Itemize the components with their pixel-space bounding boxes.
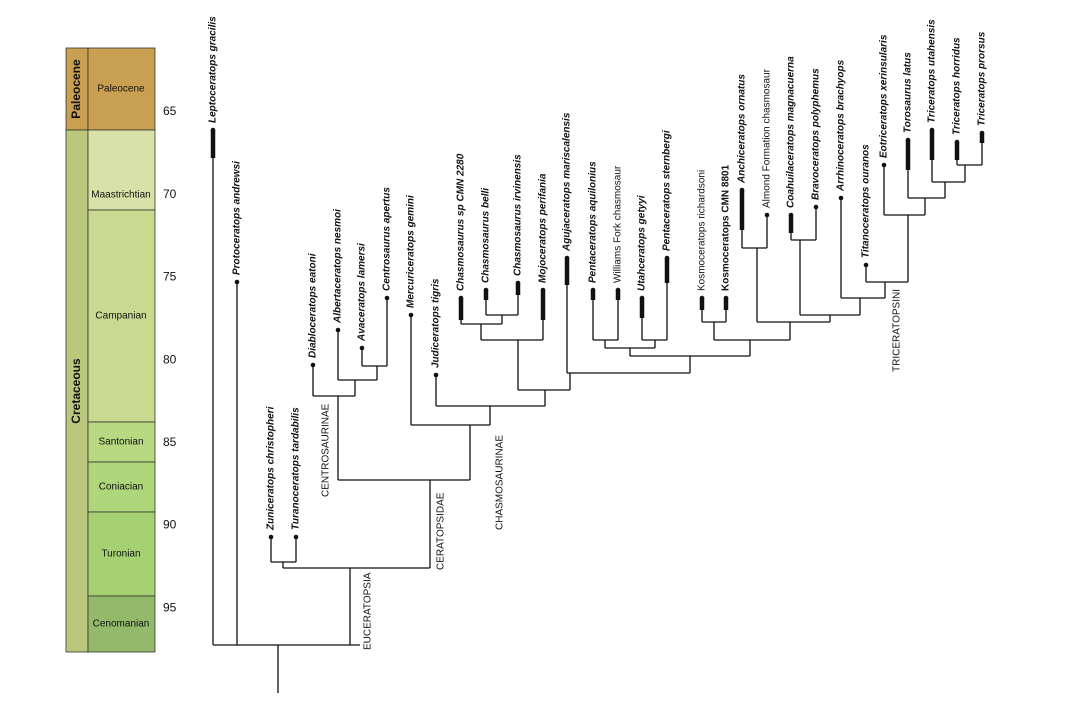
taxon-label: Titanoceratops ouranos xyxy=(861,144,872,258)
taxon-label: Chasmosaurus irvinensis xyxy=(513,154,524,276)
tip xyxy=(838,195,844,201)
tip xyxy=(699,295,705,301)
age-label: 80 xyxy=(163,352,177,366)
tip xyxy=(590,287,596,293)
clade-label: CENTROSAURINAE xyxy=(321,403,332,497)
taxon-label: Kosmoceratops richardsoni xyxy=(697,170,708,291)
tip xyxy=(739,187,745,193)
tip xyxy=(335,327,341,333)
taxon-label: Centrosaurus apertus xyxy=(382,187,393,291)
taxon-label: Coahuilaceratops magnacuerna xyxy=(786,56,797,208)
taxon-label: Leptoceratops gracilis xyxy=(208,16,219,123)
tip xyxy=(905,137,911,143)
age-label: 70 xyxy=(163,187,177,201)
taxon-label: Judiceratops tigris xyxy=(431,278,442,368)
taxon-label: Anchiceratops ornatus xyxy=(737,74,748,184)
taxon-label: Almond Formation chasmosaur xyxy=(762,68,773,208)
stage-label: Maastrichtian xyxy=(91,190,150,201)
tip xyxy=(268,534,274,540)
age-label: 95 xyxy=(163,600,177,614)
taxon-label: Eotriceratops xerinsularis xyxy=(879,34,890,158)
tip xyxy=(764,212,770,218)
tip xyxy=(881,162,887,168)
taxon-label: Mercuriceratops gemini xyxy=(406,195,417,308)
tip xyxy=(234,279,240,285)
tip xyxy=(540,287,546,293)
clade-label: EUCERATOPSIA xyxy=(363,572,374,650)
tip xyxy=(664,255,670,261)
age-label: 90 xyxy=(163,518,177,532)
taxon-label: Bravoceratops polyphemus xyxy=(811,68,822,200)
taxon-label: Utahceratops getyyi xyxy=(637,195,648,291)
stage-box xyxy=(87,461,156,513)
age-label: 85 xyxy=(163,435,177,449)
tip xyxy=(210,127,216,133)
taxon-label: Zuniceratops christopheri xyxy=(266,406,277,531)
taxon-label: Triceratops prorsus xyxy=(977,31,988,126)
taxon-label: Albertaceratops nesmoi xyxy=(333,209,344,324)
tip xyxy=(615,287,621,293)
period-label: Paleocene xyxy=(69,59,83,119)
tip xyxy=(863,262,869,268)
tip xyxy=(954,139,960,145)
stage-label: Turonian xyxy=(101,549,140,560)
period-label: Cretaceous xyxy=(69,358,83,424)
tip xyxy=(310,362,316,368)
taxon-label: Williams Fork chasmosaur xyxy=(613,165,624,283)
taxon-label: Chasmosaurus sp CMN 2280 xyxy=(456,153,467,291)
tip xyxy=(723,295,729,301)
stage-box xyxy=(87,511,156,597)
taxon-label: Triceratops horridus xyxy=(952,37,963,135)
stage-label: Paleocene xyxy=(97,84,145,95)
taxon-label: Chasmosaurus belli xyxy=(481,188,492,283)
tip xyxy=(929,127,935,133)
taxon-label: Avaceratops lamersi xyxy=(357,243,368,342)
stage-box xyxy=(87,421,156,463)
tip xyxy=(979,130,985,136)
clade-label: CHASMOSAURINAE xyxy=(495,435,506,530)
taxon-label: Protoceratops andrewsi xyxy=(232,161,243,275)
taxon-label: Pentaceratops sternbergi xyxy=(662,130,673,251)
taxon-label: Arrhinoceratops brachyops xyxy=(836,59,847,192)
tip xyxy=(788,212,794,218)
taxon-label: Kosmoceratops CMN 8801 xyxy=(721,164,732,291)
tip xyxy=(639,295,645,301)
stage-box xyxy=(87,209,156,423)
tip xyxy=(433,372,439,378)
tip xyxy=(483,287,489,293)
stage-label: Coniacian xyxy=(99,482,143,493)
tip xyxy=(408,312,414,318)
taxon-label: Mojoceratops perifania xyxy=(538,173,549,283)
taxon-label: Turanoceratops tardabilis xyxy=(291,407,302,530)
clade-label: TRICERATOPSINI xyxy=(892,289,903,372)
stage-box xyxy=(87,595,156,653)
stage-label: Campanian xyxy=(95,311,146,322)
taxon-label: Triceratops utahensis xyxy=(927,19,938,123)
tip xyxy=(293,534,299,540)
tip xyxy=(384,295,390,301)
stage-label: Santonian xyxy=(98,437,143,448)
tip xyxy=(458,295,464,301)
clade-label: CERATOPSIDAE xyxy=(436,492,447,570)
taxon-label: Torosaurus latus xyxy=(903,52,914,133)
age-label: 75 xyxy=(163,270,177,284)
taxon-label: Pentaceratops aquilonius xyxy=(588,161,599,283)
stage-label: Cenomanian xyxy=(93,619,150,630)
tip xyxy=(564,255,570,261)
taxon-label: Agujaceratops mariscalensis xyxy=(562,112,573,252)
stage-box xyxy=(87,129,156,211)
tip xyxy=(813,204,819,210)
tip xyxy=(515,280,521,286)
tip xyxy=(359,345,365,351)
taxon-label: Diabloceratops eatoni xyxy=(308,253,319,358)
age-label: 65 xyxy=(163,104,177,118)
